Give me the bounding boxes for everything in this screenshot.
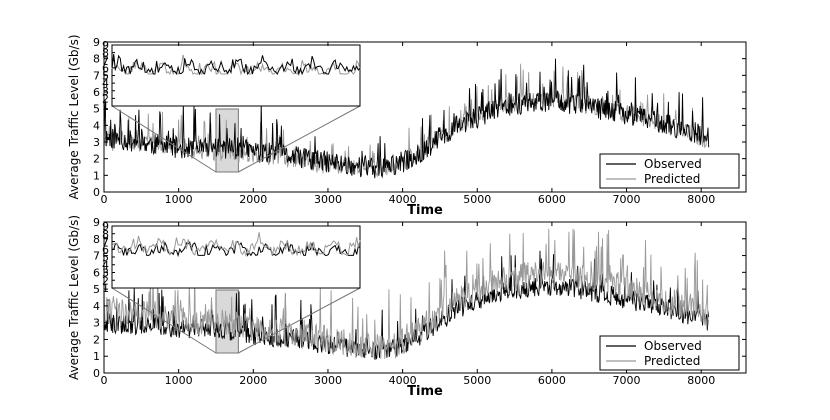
x-tick-label: 0 <box>101 374 108 387</box>
y-tick-label: 2 <box>93 153 100 166</box>
inset-y-tick-label: 2 <box>102 92 109 105</box>
x-tick-label: 3000 <box>314 374 342 387</box>
series-line-observed <box>104 250 710 361</box>
y-tick-label: 6 <box>93 86 100 99</box>
inset-y-tick-label: 9 <box>102 220 109 233</box>
zoom-connector-right <box>238 105 361 173</box>
y-tick-label: 5 <box>93 103 100 116</box>
inset-series-predicted <box>111 232 361 258</box>
y-tick-label: 5 <box>93 283 100 296</box>
x-tick-label: 2000 <box>239 193 267 206</box>
inset-y-tick-label: 6 <box>102 243 109 256</box>
legend-label-predicted: Predicted <box>644 354 700 368</box>
x-tick-label: 3000 <box>314 193 342 206</box>
inset-y-tick-label: 3 <box>102 85 109 98</box>
axes-frame <box>103 221 747 374</box>
x-tick-label: 1000 <box>165 193 193 206</box>
y-tick-label: 3 <box>93 317 100 330</box>
inset-traces <box>111 232 361 258</box>
y-tick-label: 8 <box>93 233 100 246</box>
inset-y-tick-label: 2 <box>102 274 109 287</box>
x-tick-label: 4000 <box>389 193 417 206</box>
legend-box <box>599 153 740 189</box>
y-tick-label: 6 <box>93 266 100 279</box>
inset-y-tick-label: 5 <box>102 70 109 83</box>
x-tick-label: 2000 <box>239 374 267 387</box>
inset-y-tick-label: 4 <box>102 259 109 272</box>
x-axis-label: Time <box>407 384 443 399</box>
y-tick-label: 4 <box>93 119 100 132</box>
y-axis-label: Average Traffic Level (Gb/s) <box>67 215 81 380</box>
inset-y-tick-label: 7 <box>102 236 109 249</box>
y-tick-label: 7 <box>93 250 100 263</box>
legend-label-observed: Observed <box>644 339 702 353</box>
series-line-observed <box>104 58 710 179</box>
x-tick-label: 0 <box>101 193 108 206</box>
y-tick-label: 8 <box>93 53 100 66</box>
inset-y-tick-label: 6 <box>102 62 109 75</box>
inset-y-tick-label: 7 <box>102 54 109 67</box>
x-tick-label: 8000 <box>687 193 715 206</box>
y-tick-label: 9 <box>93 36 100 49</box>
x-tick-label: 7000 <box>613 374 641 387</box>
inset-y-tick-label: 4 <box>102 77 109 90</box>
inset-y-tick-label: 3 <box>102 267 109 280</box>
y-tick-label: 1 <box>93 169 100 182</box>
y-tick-label: 7 <box>93 69 100 82</box>
inset-frame <box>111 225 361 289</box>
legend-box <box>599 335 740 371</box>
inset-y-tick-label: 1 <box>102 282 109 295</box>
traces <box>104 228 710 361</box>
y-tick-label: 1 <box>93 350 100 363</box>
x-tick-label: 1000 <box>165 374 193 387</box>
x-tick-label: 6000 <box>538 374 566 387</box>
inset-y-tick-label: 5 <box>102 251 109 264</box>
zoom-connector-left <box>111 105 217 173</box>
y-tick-label: 0 <box>93 367 100 380</box>
zoom-connector-left <box>111 287 217 354</box>
inset-series-predicted <box>111 54 361 76</box>
zoom-connector-right <box>238 287 361 354</box>
inset-frame <box>111 44 361 107</box>
x-tick-label: 5000 <box>463 193 491 206</box>
legend-label-predicted: Predicted <box>644 172 700 186</box>
inset-y-tick-label: 8 <box>102 47 109 60</box>
y-tick-label: 3 <box>93 136 100 149</box>
y-tick-label: 4 <box>93 300 100 313</box>
inset-y-tick-label: 1 <box>102 100 109 113</box>
traces <box>104 58 710 179</box>
inset-traces <box>111 54 361 76</box>
x-tick-label: 8000 <box>687 374 715 387</box>
axes-frame <box>103 41 747 193</box>
inset-series-observed <box>111 54 361 76</box>
x-tick-label: 6000 <box>538 193 566 206</box>
y-tick-label: 9 <box>93 216 100 229</box>
y-axis-label: Average Traffic Level (Gb/s) <box>67 34 81 199</box>
inset-y-tick-label: 9 <box>102 39 109 52</box>
y-tick-label: 2 <box>93 333 100 346</box>
inset-y-tick-label: 8 <box>102 228 109 241</box>
x-tick-label: 4000 <box>389 374 417 387</box>
y-tick-label: 0 <box>93 186 100 199</box>
x-tick-label: 5000 <box>463 374 491 387</box>
x-axis-label: Time <box>407 203 443 218</box>
x-tick-label: 7000 <box>613 193 641 206</box>
series-line-predicted <box>104 228 710 360</box>
legend-label-observed: Observed <box>644 157 702 171</box>
